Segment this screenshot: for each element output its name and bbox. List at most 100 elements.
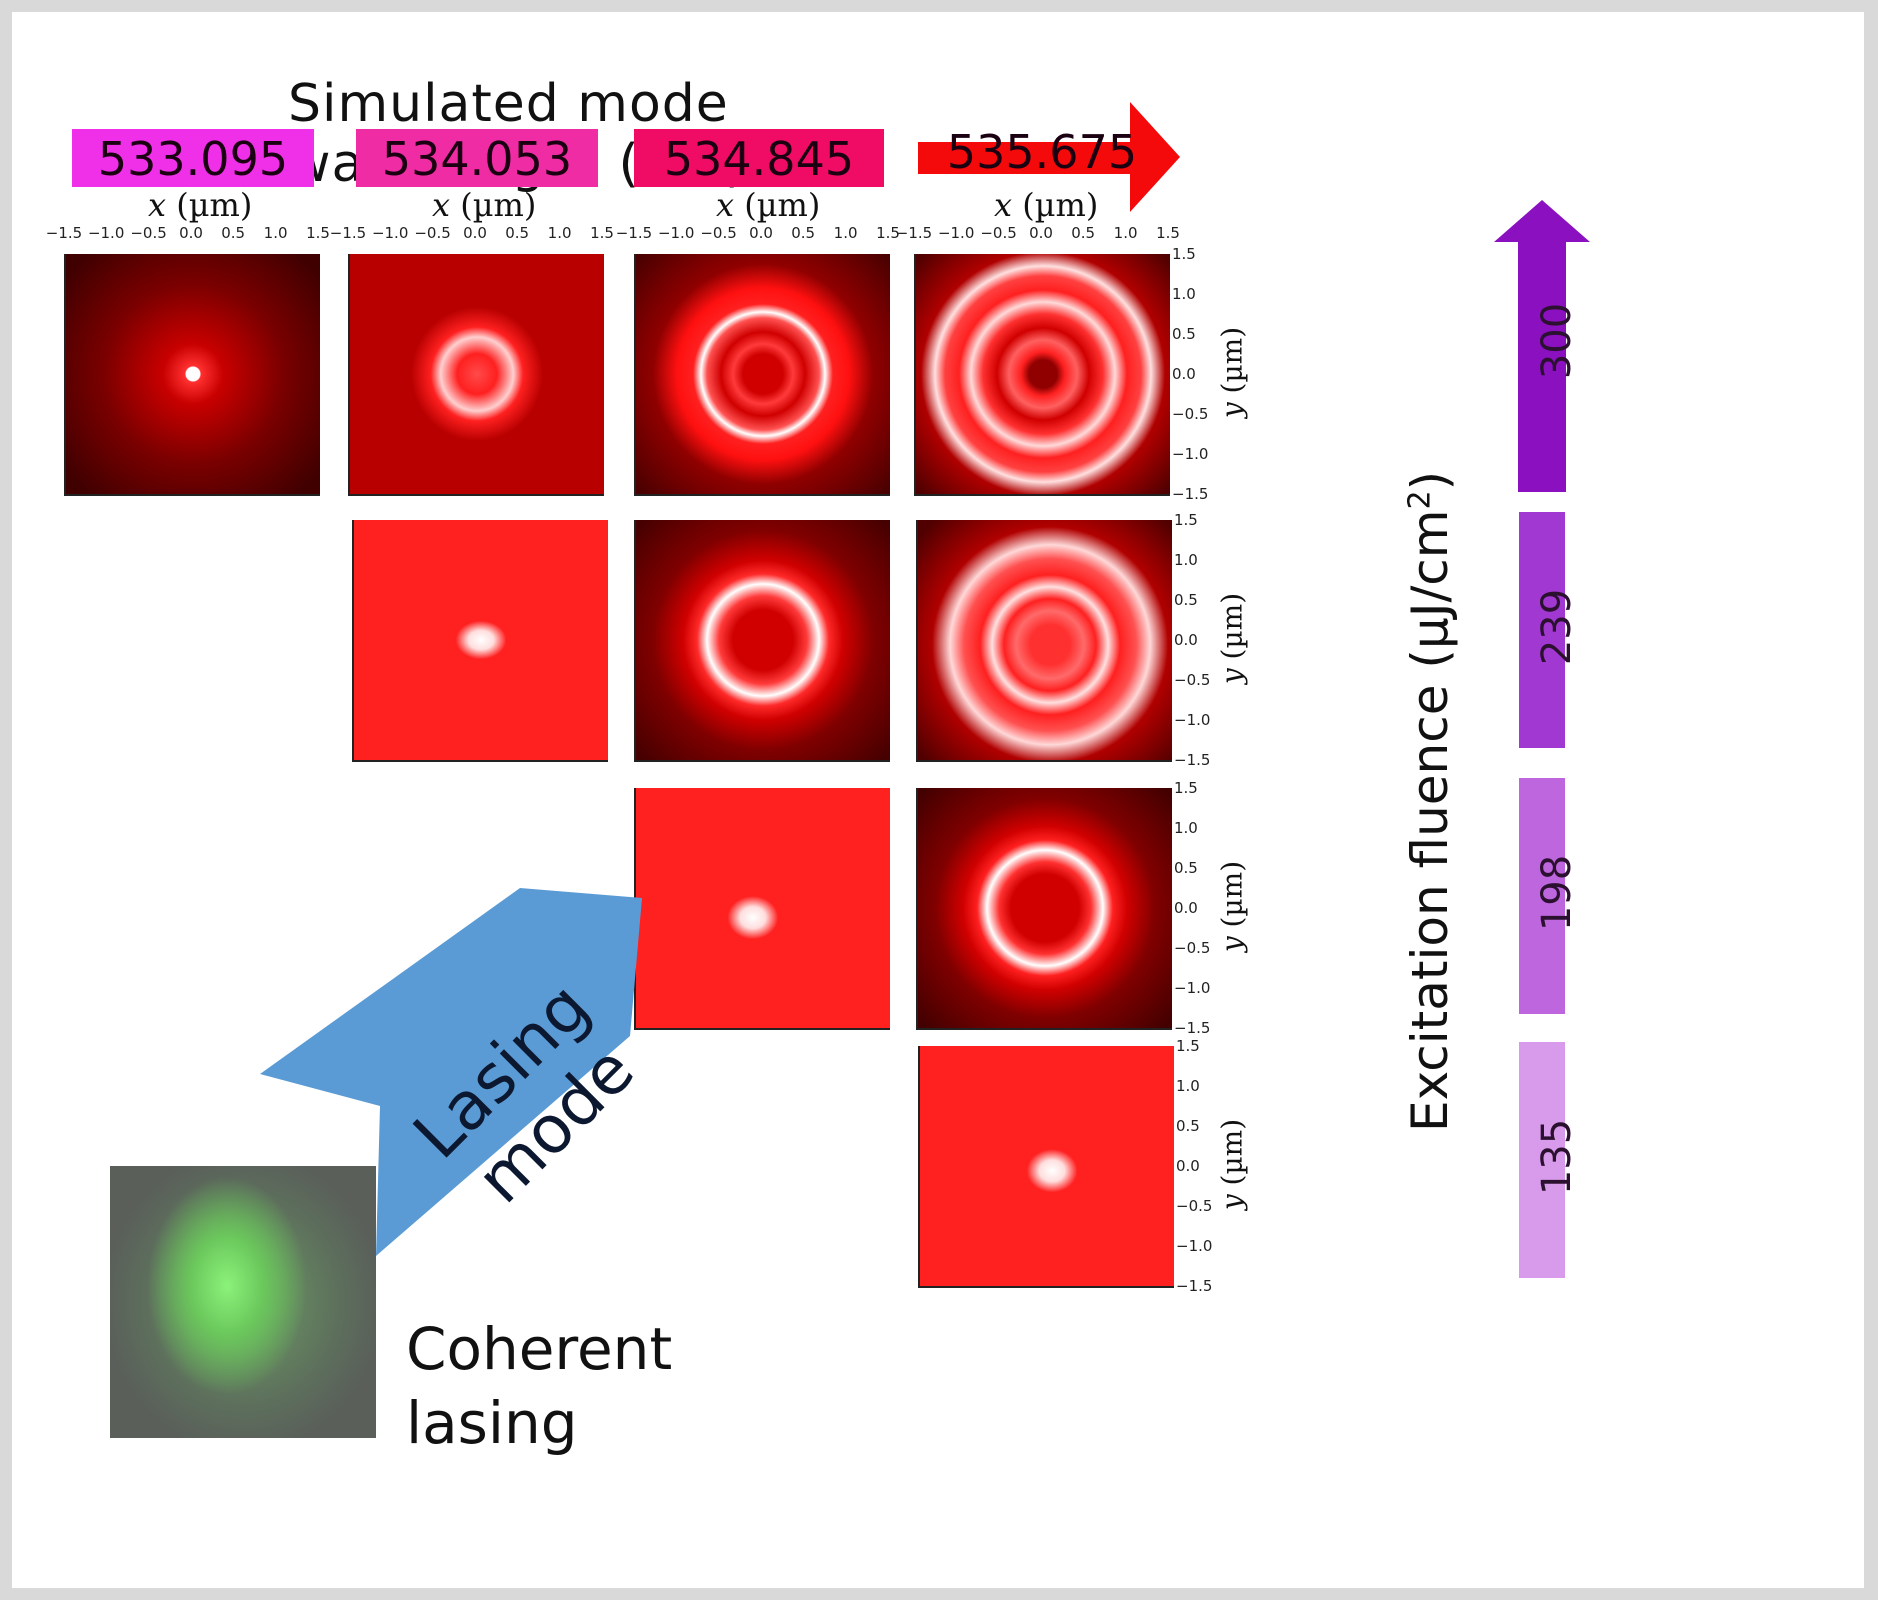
mode-panel-r1-c1	[64, 254, 320, 496]
mode-panel-r1-c3	[634, 254, 890, 496]
x-tick: −0.5	[130, 224, 167, 242]
y-ticks-row-3: 1.5 1.0 0.5 0.0 −0.5 −1.0 −1.5	[1174, 779, 1234, 1037]
x-tick: 0.0	[463, 224, 487, 242]
y-tick: 0.5	[1172, 324, 1196, 343]
lasing-mode-arrow	[260, 888, 642, 1256]
y-tick: 1.0	[1174, 550, 1198, 569]
coherent-lasing-image	[110, 1166, 376, 1438]
y-tick: 1.5	[1174, 779, 1198, 797]
mode-panel-r1-c2	[348, 254, 604, 496]
y-tick: −0.5	[1174, 670, 1211, 689]
y-axis-title-4: y (µm)	[1215, 1118, 1249, 1211]
mode-panel-r2-c2	[352, 520, 608, 762]
fluence-bar-239	[1519, 512, 1565, 748]
x-tick: −0.5	[980, 224, 1017, 242]
x-ticks-col-3: −1.5 −1.0 −0.5 0.0 0.5 1.0 1.5	[616, 224, 900, 246]
wavelength-arrow	[918, 102, 1180, 212]
x-axis-title-2: x (µm)	[432, 186, 537, 224]
y-axis-title-3: y (µm)	[1215, 860, 1249, 953]
x-axis-title-3: x (µm)	[716, 186, 821, 224]
y-tick: 0.0	[1176, 1157, 1200, 1175]
x-tick: −1.5	[895, 224, 933, 242]
wavelength-label-3: 534.845	[634, 129, 884, 187]
fluence-bar-198	[1519, 778, 1565, 1014]
y-tick: 0.0	[1174, 631, 1198, 649]
x-tick: −0.5	[700, 224, 737, 242]
coherent-lasing-label: Coherent lasing	[406, 1315, 673, 1457]
x-axis-title-1: x (µm)	[148, 186, 253, 224]
y-tick: 1.5	[1172, 245, 1196, 263]
y-tick: −1.5	[1176, 1277, 1213, 1295]
y-ticks-row-1: 1.5 1.0 0.5 0.0 −0.5 −1.0 −1.5	[1172, 245, 1232, 503]
x-tick: 1.0	[833, 224, 858, 242]
x-tick: −0.5	[414, 224, 451, 242]
y-tick: 0.0	[1172, 365, 1196, 383]
y-tick: −1.0	[1172, 444, 1209, 463]
y-tick: 0.5	[1174, 858, 1198, 877]
fluence-label-198: 198	[1534, 854, 1581, 932]
y-tick: 0.0	[1174, 899, 1198, 917]
y-axis-title-2: y (µm)	[1215, 592, 1249, 685]
x-tick: 1.5	[876, 224, 900, 242]
y-axis-title-1: y (µm)	[1215, 326, 1249, 419]
wavelength-label-4: 535.675	[946, 125, 1138, 179]
x-tick: 1.0	[547, 224, 572, 242]
x-ticks-col-4: −1.5 −1.0 −0.5 0.0 0.5 1.0 1.5	[896, 224, 1180, 246]
fluence-axis-title: Excitation fluence (µJ/cm2)	[1401, 470, 1459, 1132]
mode-panel-r3-c3	[634, 788, 890, 1030]
y-tick: −1.0	[1176, 1236, 1213, 1255]
y-tick: 1.5	[1176, 1037, 1200, 1055]
x-axis-title-4: x (µm)	[994, 186, 1099, 224]
wavelength-label-2: 534.053	[356, 129, 598, 187]
wavelength-label-1: 533.095	[72, 129, 314, 187]
mode-panel-r4-c4	[918, 1046, 1174, 1288]
y-tick: 1.0	[1174, 818, 1198, 837]
y-tick: 1.0	[1172, 284, 1196, 303]
x-tick: 1.5	[590, 224, 614, 242]
x-tick: −1.5	[45, 224, 83, 242]
mode-panel-r3-c4	[916, 788, 1172, 1030]
x-ticks-col-2: −1.5 −1.0 −0.5 0.0 0.5 1.0 1.5	[330, 224, 614, 246]
x-tick: 0.0	[749, 224, 773, 242]
y-tick: 0.5	[1176, 1116, 1200, 1135]
y-tick: −0.5	[1172, 404, 1209, 423]
fluence-bar-135	[1519, 1042, 1565, 1278]
x-tick: 0.5	[505, 224, 530, 242]
x-tick: 0.0	[179, 224, 203, 242]
x-tick: −1.0	[937, 224, 975, 242]
y-tick: −1.0	[1174, 978, 1211, 997]
mode-panel-r2-c4	[916, 520, 1172, 762]
mode-panel-r2-c3	[634, 520, 890, 762]
x-tick: 1.5	[1156, 224, 1180, 242]
x-ticks-col-1: −1.5 −1.0 −0.5 0.0 0.5 1.0 1.5	[46, 224, 330, 246]
x-tick: 0.5	[221, 224, 246, 242]
y-ticks-row-4: 1.5 1.0 0.5 0.0 −0.5 −1.0 −1.5	[1176, 1037, 1236, 1295]
y-tick: −1.5	[1174, 1019, 1211, 1037]
x-tick: 0.5	[791, 224, 816, 242]
x-tick: 1.5	[306, 224, 330, 242]
figure: Simulated mode wavelength (nm) 533.095 5…	[46, 72, 1650, 1512]
x-tick: −1.5	[329, 224, 367, 242]
x-tick: 1.0	[263, 224, 288, 242]
y-tick: 1.0	[1176, 1076, 1200, 1095]
y-ticks-row-2: 1.5 1.0 0.5 0.0 −0.5 −1.0 −1.5	[1174, 511, 1234, 769]
x-tick: 0.0	[1029, 224, 1053, 242]
y-tick: −0.5	[1176, 1196, 1213, 1215]
y-tick: −0.5	[1174, 938, 1211, 957]
fluence-arrow	[1494, 200, 1590, 492]
x-tick: −1.0	[87, 224, 125, 242]
figure-frame: Simulated mode wavelength (nm) 533.095 5…	[12, 12, 1864, 1588]
fluence-label-135: 135	[1534, 1118, 1581, 1196]
fluence-label-239: 239	[1534, 588, 1581, 666]
mode-panel-r1-c4	[914, 254, 1170, 496]
y-tick: 0.5	[1174, 590, 1198, 609]
y-tick: −1.5	[1174, 751, 1211, 769]
y-tick: 1.5	[1174, 511, 1198, 529]
x-tick: −1.0	[657, 224, 695, 242]
y-tick: −1.5	[1172, 485, 1209, 503]
x-tick: −1.5	[615, 224, 653, 242]
x-tick: 0.5	[1071, 224, 1096, 242]
x-tick: 1.0	[1113, 224, 1138, 242]
fluence-label-300: 300	[1534, 302, 1581, 380]
y-tick: −1.0	[1174, 710, 1211, 729]
